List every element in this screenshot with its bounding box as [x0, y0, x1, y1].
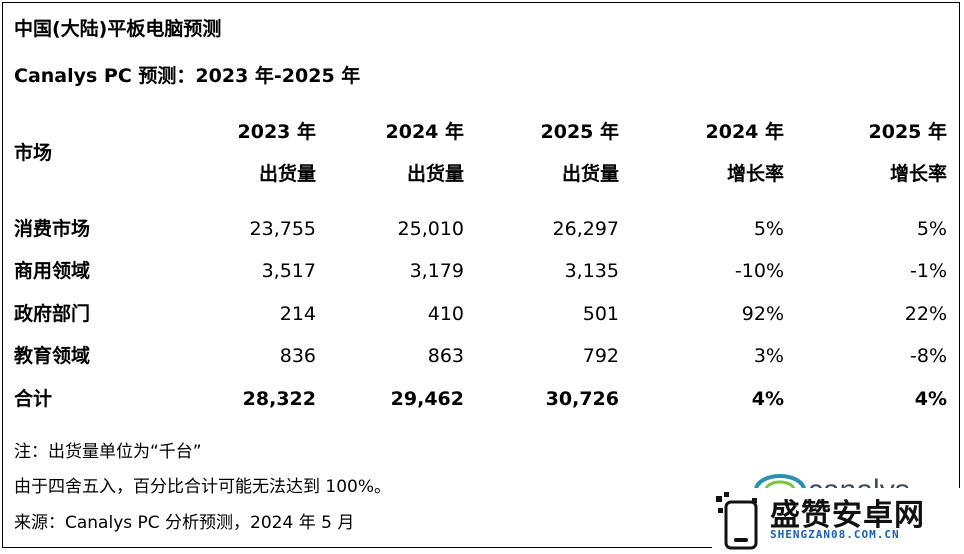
- page-title: 中国(大陆)平板电脑预测: [14, 18, 222, 40]
- table-cell: -10%: [734, 260, 784, 282]
- table-cell: 3,517: [261, 260, 316, 282]
- col-header-2023-year: 2023 年: [237, 121, 317, 143]
- total-cell: 29,462: [390, 388, 464, 410]
- watermark-url: SHENGZAN08.COM.CN: [770, 528, 900, 541]
- watermark-text: 盛赞安卓网: [770, 498, 925, 533]
- table-cell: 22%: [904, 303, 947, 325]
- col-header-2024-growth-year: 2024 年: [705, 121, 785, 143]
- col-header-2025-growth: 增长率: [889, 163, 947, 185]
- col-header-2023-shipments: 出货量: [258, 163, 316, 185]
- table-frame: [2, 2, 960, 548]
- row-label: 政府部门: [14, 303, 91, 325]
- table-cell: 3,135: [564, 260, 619, 282]
- watermark-logo: [712, 488, 962, 550]
- col-header-2024-shipments: 出货量: [406, 163, 464, 185]
- total-cell: 4%: [914, 388, 947, 410]
- table-cell: -8%: [910, 345, 947, 367]
- row-label: 教育领域: [14, 345, 91, 367]
- col-header-2024-growth: 增长率: [726, 163, 784, 185]
- col-header-2025-year: 2025 年: [540, 121, 620, 143]
- row-label: 消费市场: [14, 218, 91, 240]
- col-header-2024-year: 2024 年: [385, 121, 465, 143]
- note-rounding: 由于四舍五入，百分比合计可能无法达到 100%。: [14, 477, 392, 497]
- table-cell: 792: [582, 345, 619, 367]
- total-label: 合计: [14, 388, 53, 410]
- total-cell: 30,726: [545, 388, 619, 410]
- page-subtitle: Canalys PC 预测：2023 年-2025 年: [14, 65, 361, 87]
- table-cell: 3,179: [409, 260, 464, 282]
- note-unit: 注：出货量单位为“千台”: [14, 442, 202, 462]
- table-cell: -1%: [910, 260, 947, 282]
- table-cell: 214: [279, 303, 316, 325]
- col-header-2025-growth-year: 2025 年: [868, 121, 948, 143]
- table-cell: 836: [279, 345, 316, 367]
- table-cell: 3%: [753, 345, 784, 367]
- table-cell: 863: [427, 345, 464, 367]
- table-cell: 5%: [753, 218, 784, 240]
- table-cell: 23,755: [249, 218, 316, 240]
- col-header-2025-shipments: 出货量: [561, 163, 619, 185]
- table-cell: 5%: [916, 218, 947, 240]
- table-cell: 25,010: [397, 218, 464, 240]
- table-cell: 26,297: [552, 218, 619, 240]
- row-label: 商用领域: [14, 260, 91, 282]
- total-cell: 28,322: [242, 388, 316, 410]
- table-cell: 92%: [741, 303, 784, 325]
- note-source: 来源：Canalys PC 分析预测，2024 年 5 月: [14, 513, 355, 533]
- table-cell: 410: [427, 303, 464, 325]
- table-cell: 501: [582, 303, 619, 325]
- total-cell: 4%: [751, 388, 784, 410]
- market-header: 市场: [14, 142, 53, 164]
